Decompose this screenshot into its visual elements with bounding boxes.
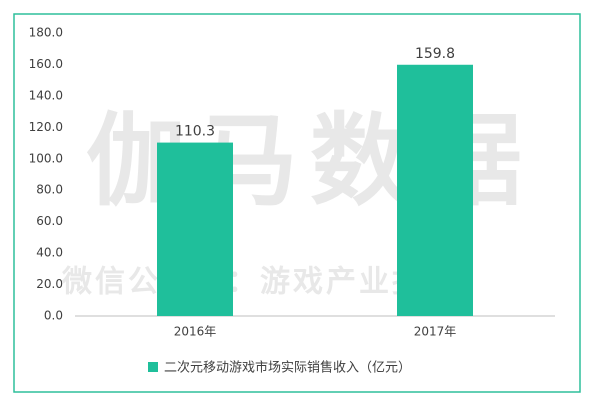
y-tick-label: 60.0 xyxy=(36,214,63,228)
y-tick-label: 100.0 xyxy=(29,151,63,165)
x-tick-label: 2017年 xyxy=(414,325,457,339)
x-tick-label: 2016年 xyxy=(174,325,217,339)
y-tick-label: 80.0 xyxy=(36,183,63,197)
watermark: 微信公众号：游戏产业报告 xyxy=(61,265,458,300)
y-tick-label: 40.0 xyxy=(36,246,63,260)
legend-swatch xyxy=(148,362,158,372)
legend-label: 二次元移动游戏市场实际销售收入（亿元） xyxy=(164,360,411,376)
y-tick-label: 120.0 xyxy=(29,120,63,134)
value-label: 110.3 xyxy=(175,124,215,140)
y-tick-label: 20.0 xyxy=(36,277,63,291)
y-tick-label: 0.0 xyxy=(44,309,63,323)
bar xyxy=(397,64,473,317)
y-tick-label: 160.0 xyxy=(29,57,63,71)
chart-frame xyxy=(13,13,581,393)
value-label: 159.8 xyxy=(415,46,455,62)
y-tick-label: 140.0 xyxy=(29,88,63,102)
bar xyxy=(157,142,233,316)
y-tick-label: 180.0 xyxy=(29,26,63,40)
